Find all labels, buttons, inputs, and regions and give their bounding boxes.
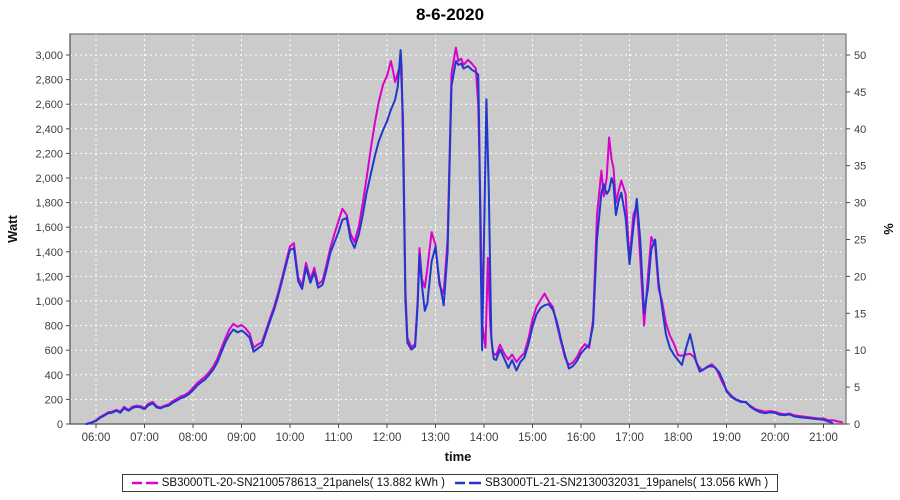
x-tick-label: 08:00 bbox=[179, 432, 208, 444]
legend-item-0: SB3000TL-20-SN2100578613_21panels( 13.88… bbox=[131, 477, 445, 489]
y-left-tick-label: 2,200 bbox=[35, 148, 63, 160]
series-line-1 bbox=[85, 49, 834, 425]
x-tick-label: 06:00 bbox=[82, 432, 111, 444]
x-tick-label: 07:00 bbox=[130, 432, 159, 444]
axis-title-time: time bbox=[445, 449, 472, 464]
y-left-tick-label: 2,000 bbox=[35, 173, 63, 185]
y-right-tick-label: 0 bbox=[854, 419, 860, 431]
axis-title-percent: % bbox=[881, 223, 896, 235]
plot-area bbox=[70, 34, 846, 424]
x-tick-label: 11:00 bbox=[325, 432, 353, 444]
x-tick-label: 18:00 bbox=[664, 432, 693, 444]
y-right-tick-label: 20 bbox=[854, 271, 866, 283]
x-tick-label: 19:00 bbox=[712, 432, 741, 444]
x-tick-label: 14:00 bbox=[470, 432, 499, 444]
x-tick-label: 17:00 bbox=[615, 432, 644, 444]
y-left-tick-label: 1,800 bbox=[35, 198, 63, 210]
y-right-tick-label: 10 bbox=[854, 345, 866, 357]
x-tick-label: 21:00 bbox=[809, 432, 838, 444]
y-right-tick-label: 5 bbox=[854, 382, 860, 394]
y-left-tick-label: 800 bbox=[45, 321, 63, 333]
y-right-tick-label: 25 bbox=[854, 235, 866, 247]
y-left-tick-label: 3,000 bbox=[35, 50, 63, 62]
x-tick-label: 13:00 bbox=[421, 432, 450, 444]
y-left-tick-label: 200 bbox=[45, 394, 63, 406]
x-tick-label: 15:00 bbox=[518, 432, 547, 444]
legend-label: SB3000TL-21-SN2130032031_19panels( 13.05… bbox=[485, 477, 769, 489]
x-tick-label: 09:00 bbox=[227, 432, 256, 444]
y-left-tick-label: 2,800 bbox=[35, 75, 63, 87]
y-left-tick-label: 2,400 bbox=[35, 124, 63, 136]
series-line-0 bbox=[85, 46, 843, 425]
x-tick-label: 10:00 bbox=[276, 432, 305, 444]
chart-title: 8-6-2020 bbox=[415, 5, 485, 24]
y-left-tick-label: 1,200 bbox=[35, 271, 63, 283]
y-right-tick-label: 40 bbox=[854, 124, 866, 136]
legend-item-1: SB3000TL-21-SN2130032031_19panels( 13.05… bbox=[455, 477, 768, 489]
y-right-tick-label: 15 bbox=[854, 308, 866, 320]
y-left-tick-label: 1,600 bbox=[35, 222, 63, 234]
y-right-tick-label: 30 bbox=[854, 198, 866, 210]
chart-canvas: 02004006008001,0001,2001,4001,6001,8002,… bbox=[5, 33, 896, 464]
legend-line-marker bbox=[455, 481, 481, 485]
legend-line-marker bbox=[131, 481, 158, 485]
y-left-tick-label: 0 bbox=[57, 419, 63, 431]
legend-box: SB3000TL-20-SN2100578613_21panels( 13.88… bbox=[121, 474, 779, 492]
y-right-tick-label: 35 bbox=[854, 161, 866, 173]
axis-title-watt: Watt bbox=[5, 214, 20, 242]
legend-label: SB3000TL-20-SN2100578613_21panels( 13.88… bbox=[161, 477, 445, 489]
legend: SB3000TL-20-SN2100578613_21panels( 13.88… bbox=[0, 474, 900, 492]
y-left-tick-label: 600 bbox=[45, 345, 63, 357]
y-right-tick-label: 50 bbox=[854, 50, 866, 62]
y-left-tick-label: 400 bbox=[45, 370, 63, 382]
x-tick-label: 12:00 bbox=[373, 432, 402, 444]
x-tick-label: 16:00 bbox=[567, 432, 596, 444]
y-right-tick-label: 45 bbox=[854, 87, 866, 99]
y-left-tick-label: 2,600 bbox=[35, 99, 63, 111]
x-tick-label: 20:00 bbox=[761, 432, 790, 444]
y-left-tick-label: 1,000 bbox=[35, 296, 63, 308]
y-left-tick-label: 1,400 bbox=[35, 247, 63, 259]
